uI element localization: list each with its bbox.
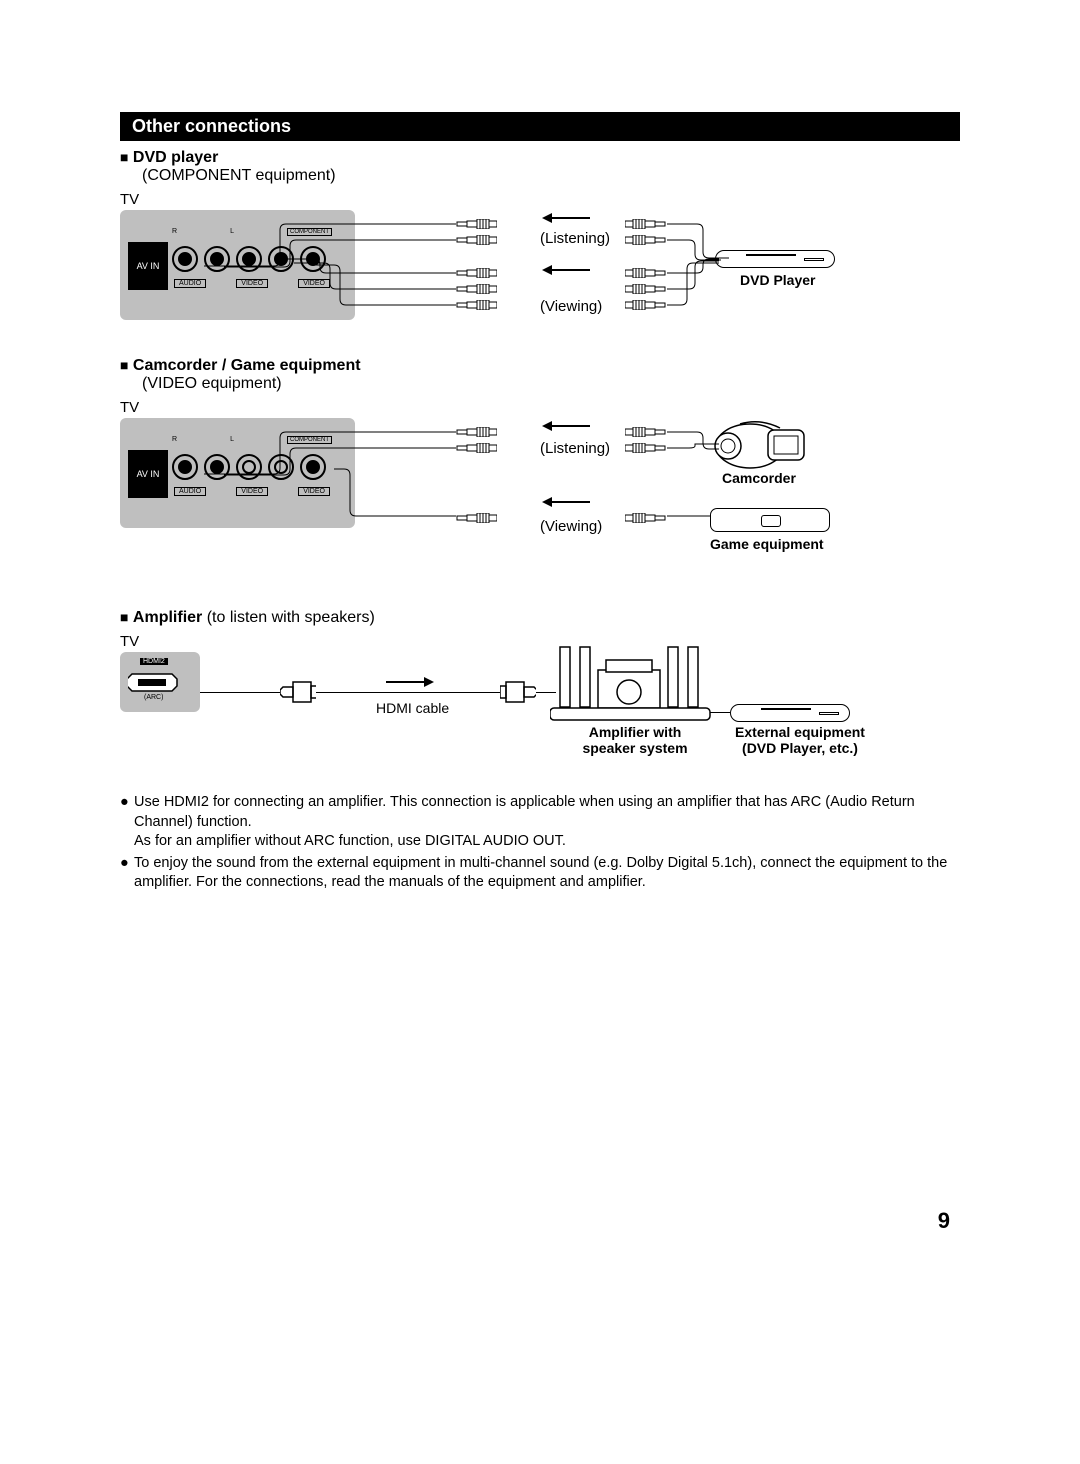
page-number: 9 — [938, 1208, 950, 1234]
listening-label-2: (Listening) — [540, 440, 610, 457]
listening-label: (Listening) — [540, 230, 610, 247]
game-label: Game equipment — [710, 536, 824, 552]
external-equipment-label: External equipment (DVD Player, etc.) — [715, 724, 885, 756]
sec1-tv-label: TV — [120, 191, 960, 208]
notes: ● Use HDMI2 for connecting an amplifier.… — [120, 793, 960, 893]
sec3-title-bold: Amplifier — [133, 609, 202, 626]
bullet-square-icon: ■ — [120, 609, 128, 625]
hdmi-cable-label: HDMI cable — [376, 700, 449, 716]
note-2: To enjoy the sound from the external equ… — [134, 854, 960, 893]
sec2-tv-label: TV — [120, 399, 960, 416]
sec3-title-rest: (to listen with speakers) — [202, 609, 375, 626]
tv-hdmi-panel: HDMI2 (ARC) — [120, 652, 200, 712]
speaker-system-icon — [550, 642, 720, 722]
route-lines-2 — [180, 426, 460, 521]
route-lines — [180, 218, 460, 313]
dvd-label: DVD Player — [740, 272, 815, 288]
arc-label: (ARC) — [144, 694, 163, 701]
note-1b: As for an amplifier without ARC function… — [134, 833, 566, 849]
route-lines-right-2 — [665, 426, 745, 526]
sec2-diagram: AV IN R L COMPONENT AUDIO VIDEO VIDEO (L… — [120, 418, 960, 583]
avin-label: AV IN — [128, 242, 168, 290]
viewing-label: (Viewing) — [540, 298, 602, 315]
amplifier-label: Amplifier with speaker system — [555, 724, 715, 756]
note-1: Use HDMI2 for connecting an amplifier. T… — [134, 794, 915, 830]
sec3-diagram: HDMI2 (ARC) HDMI cable Amplifier with sp… — [120, 652, 960, 767]
hdmi2-label: HDMI2 — [140, 658, 168, 665]
sec2-title: ■ Camcorder / Game equipment — [120, 357, 960, 375]
sec1-subtitle: (COMPONENT equipment) — [142, 167, 960, 185]
bullet-square-icon: ■ — [120, 357, 128, 373]
sec3-tv-label: TV — [120, 633, 960, 650]
viewing-label-2: (Viewing) — [540, 518, 602, 535]
sec2-subtitle: (VIDEO equipment) — [142, 375, 960, 393]
external-equipment-icon — [730, 704, 850, 722]
sec2-title-text: Camcorder / Game equipment — [133, 357, 361, 374]
sec1-title-text: DVD player — [133, 149, 218, 166]
section-header: Other connections — [120, 112, 960, 141]
avin-label-2: AV IN — [128, 450, 168, 498]
bullet-square-icon: ■ — [120, 149, 128, 165]
sec3-title: ■ Amplifier (to listen with speakers) — [120, 609, 960, 627]
route-lines-right — [665, 218, 745, 313]
sec1-title: ■ DVD player — [120, 149, 960, 167]
sec1-diagram: AV IN R L COMPONENT AUDIO VIDEO VIDEO (L… — [120, 210, 960, 335]
